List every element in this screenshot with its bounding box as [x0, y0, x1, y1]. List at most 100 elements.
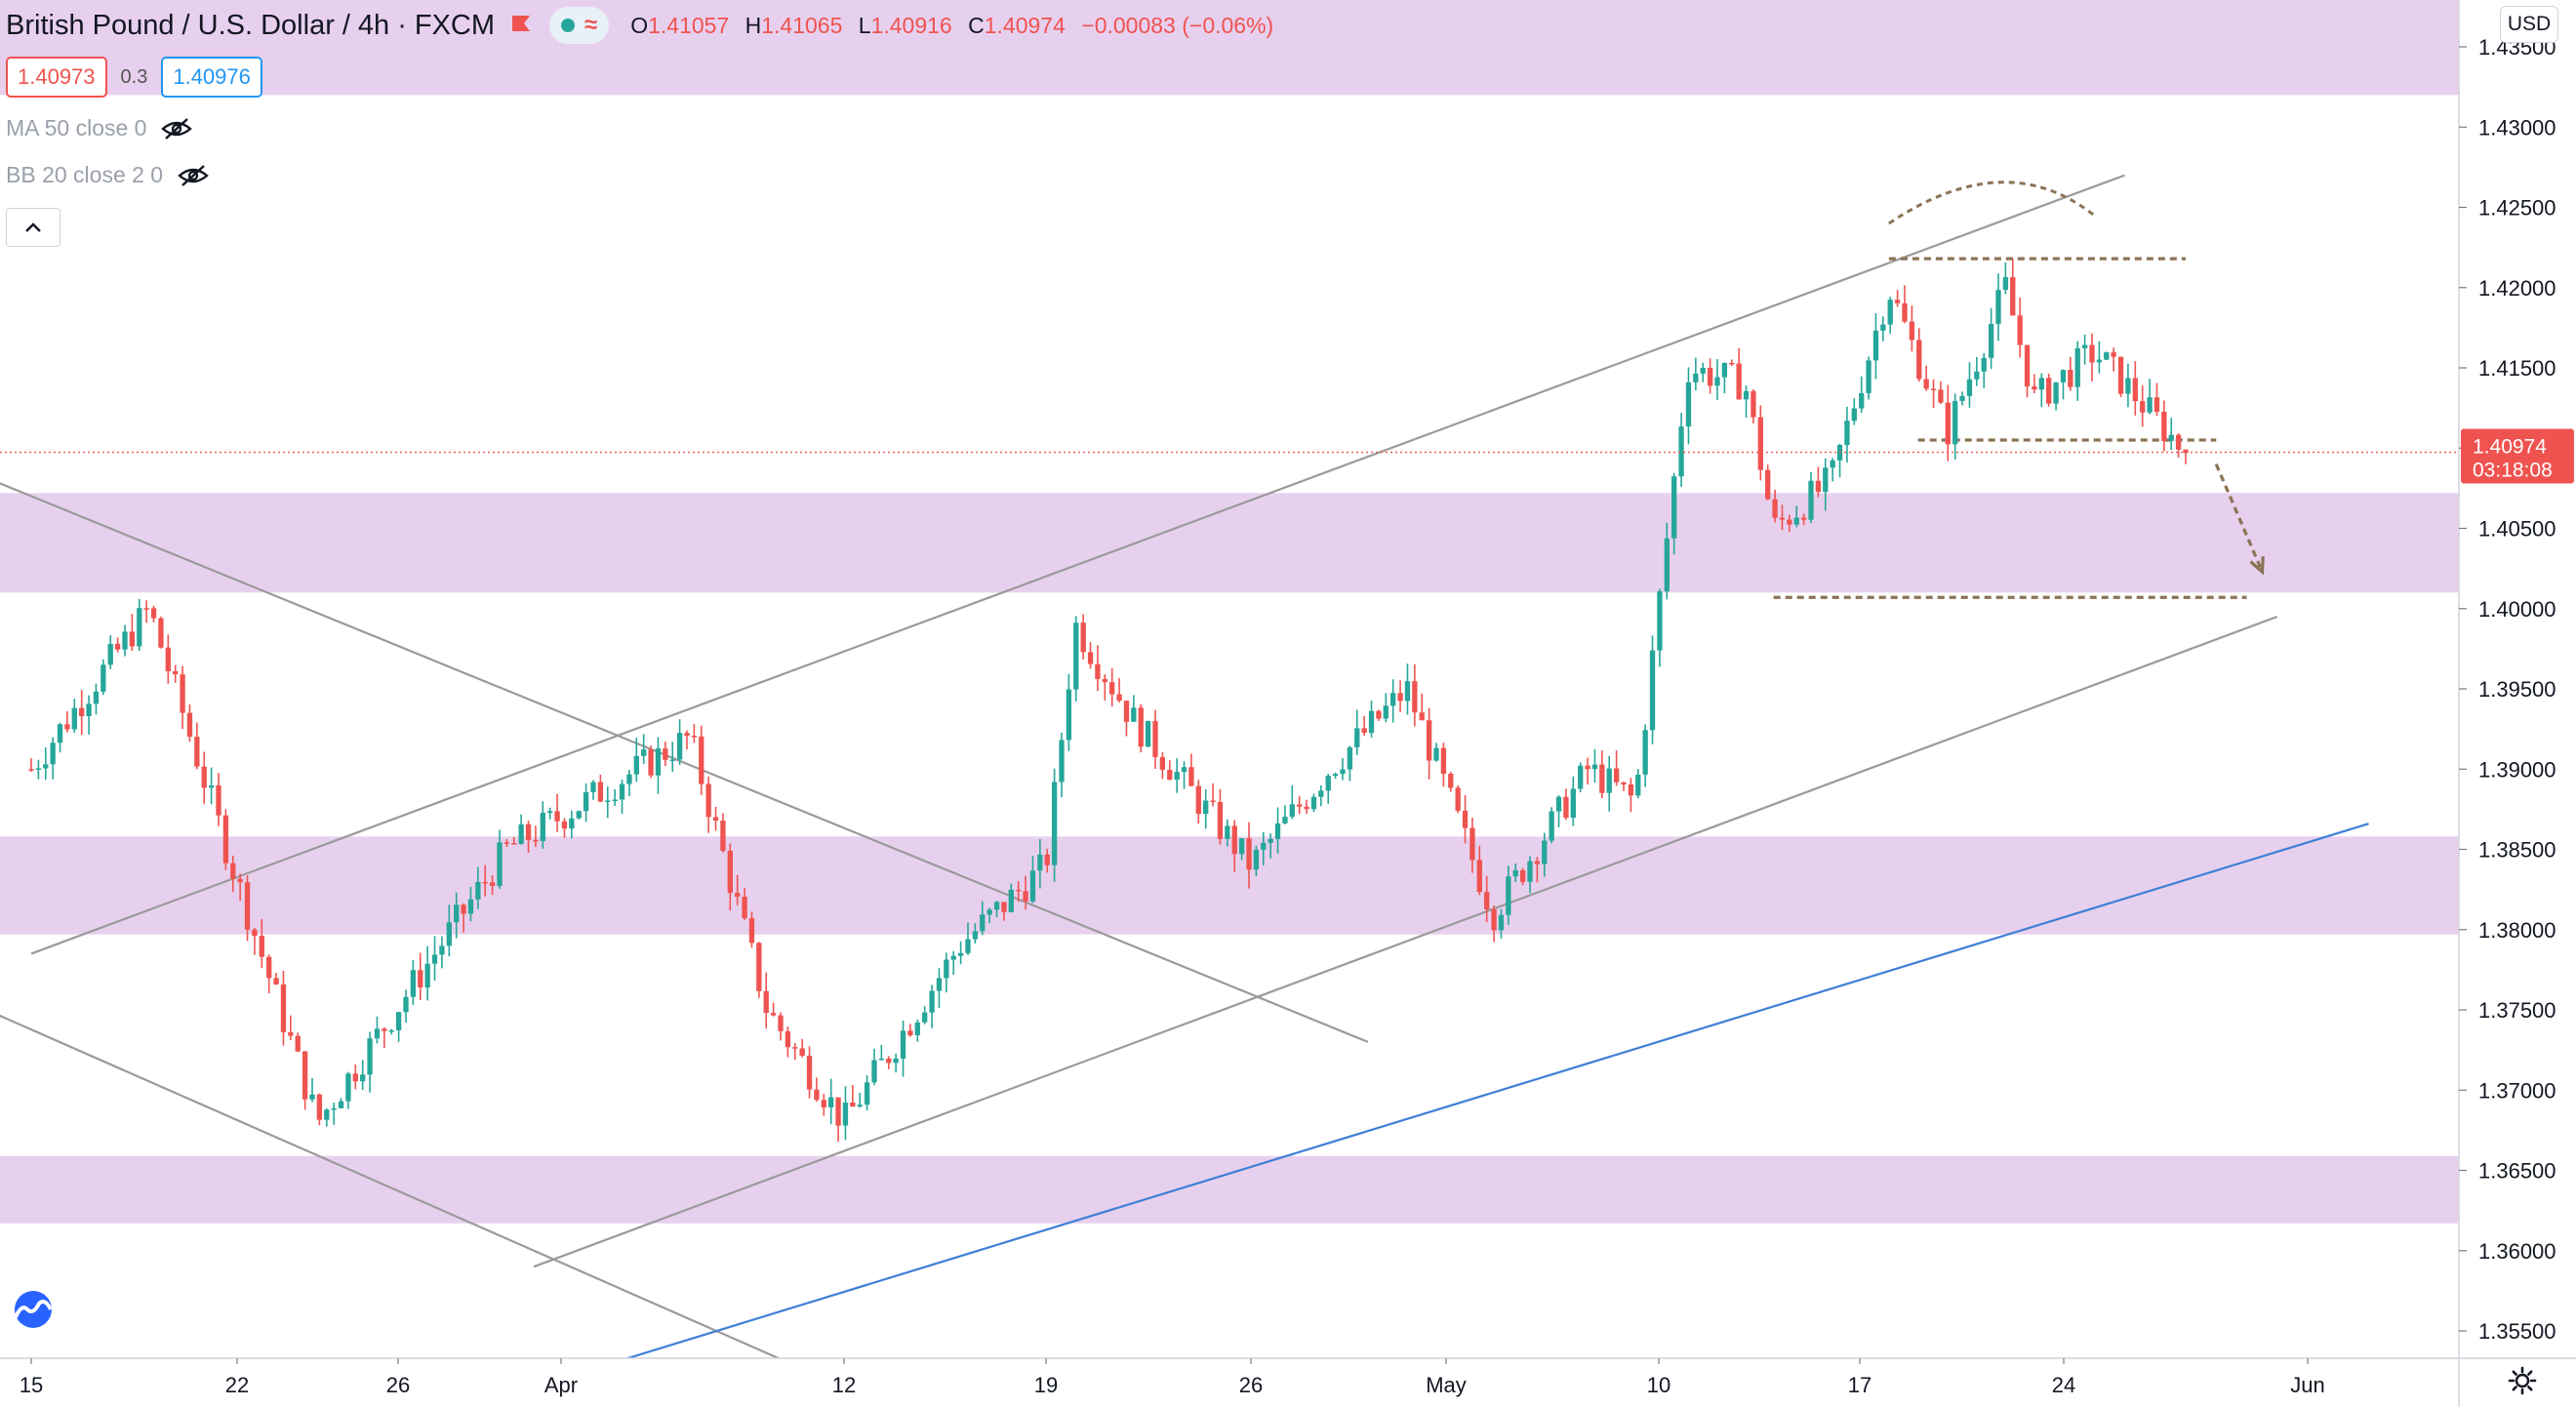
candle-156[interactable] [1152, 709, 1158, 769]
candle-52[interactable] [403, 989, 409, 1023]
candle-38[interactable] [302, 1051, 308, 1110]
candle-246[interactable] [1800, 513, 1807, 526]
candle-105[interactable] [785, 1026, 791, 1058]
candle-112[interactable] [835, 1097, 841, 1143]
sell-price-button[interactable]: 1.40973 [6, 57, 107, 98]
candle-290[interactable] [2117, 356, 2124, 397]
candle-244[interactable] [1787, 514, 1792, 532]
candle-283[interactable] [2068, 356, 2073, 391]
candle-88[interactable] [663, 742, 668, 767]
candle-148[interactable] [1095, 645, 1101, 692]
candle-216[interactable] [1585, 757, 1590, 785]
candle-286[interactable] [2089, 333, 2095, 382]
candle-80[interactable] [605, 786, 611, 819]
candle-182[interactable] [1340, 757, 1346, 781]
candle-186[interactable] [1368, 701, 1375, 738]
candle-77[interactable] [583, 783, 589, 823]
candle-61[interactable] [467, 886, 474, 922]
trendline-1[interactable] [533, 615, 2278, 1268]
candle-218[interactable] [1599, 750, 1605, 799]
candle-177[interactable] [1304, 799, 1309, 815]
candle-281[interactable] [2053, 382, 2059, 411]
candle-223[interactable] [1635, 769, 1641, 799]
candle-90[interactable] [676, 719, 683, 765]
candle-109[interactable] [814, 1077, 820, 1103]
candle-49[interactable] [382, 1026, 387, 1049]
candle-282[interactable] [2060, 369, 2067, 400]
candle-14[interactable] [129, 614, 136, 652]
candle-194[interactable] [1426, 707, 1432, 780]
candle-36[interactable] [288, 1015, 294, 1041]
candle-145[interactable] [1073, 616, 1079, 702]
candle-35[interactable] [280, 970, 287, 1046]
candle-238[interactable] [1743, 385, 1750, 419]
interval-label[interactable]: 4h [357, 9, 390, 41]
candle-280[interactable] [2046, 373, 2052, 407]
candle-279[interactable] [2038, 373, 2044, 408]
candle-254[interactable] [1859, 376, 1865, 413]
candle-123[interactable] [914, 1019, 920, 1042]
candle-118[interactable] [878, 1044, 885, 1061]
candle-128[interactable] [950, 950, 956, 975]
candle-210[interactable] [1542, 832, 1548, 877]
indicator-ma[interactable]: MA 50 close 0 [6, 115, 193, 141]
market-status-pill[interactable]: ≈ [549, 7, 610, 44]
candle-165[interactable] [1217, 788, 1224, 845]
candle-96[interactable] [720, 813, 726, 853]
candle-188[interactable] [1383, 693, 1389, 723]
candle-127[interactable] [944, 952, 949, 993]
candle-294[interactable] [2147, 379, 2153, 415]
candle-126[interactable] [936, 968, 943, 1009]
candle-75[interactable] [569, 810, 575, 839]
candle-68[interactable] [518, 814, 524, 845]
candle-211[interactable] [1549, 807, 1554, 844]
candle-259[interactable] [1894, 289, 1901, 307]
candle-214[interactable] [1570, 776, 1576, 826]
candle-261[interactable] [1909, 305, 1915, 352]
candle-199[interactable] [1462, 794, 1469, 844]
candle-272[interactable] [1988, 307, 1994, 370]
candle-175[interactable] [1289, 784, 1295, 820]
candle-249[interactable] [1823, 458, 1829, 511]
candle-161[interactable] [1188, 753, 1194, 786]
candle-106[interactable] [792, 1042, 798, 1061]
candle-59[interactable] [454, 892, 460, 939]
candle-71[interactable] [540, 801, 545, 849]
candle-67[interactable] [511, 836, 517, 845]
candle-132[interactable] [980, 901, 986, 936]
candle-87[interactable] [655, 737, 662, 794]
candle-47[interactable] [367, 1031, 373, 1093]
candle-107[interactable] [799, 1038, 805, 1058]
candle-183[interactable] [1347, 745, 1353, 782]
candle-189[interactable] [1390, 679, 1396, 723]
candle-217[interactable] [1591, 748, 1598, 783]
candle-179[interactable] [1318, 784, 1324, 807]
candle-222[interactable] [1628, 778, 1634, 813]
candle-135[interactable] [1001, 902, 1007, 921]
candle-242[interactable] [1772, 489, 1778, 523]
candle-236[interactable] [1729, 359, 1735, 366]
candle-133[interactable] [986, 907, 992, 924]
candle-43[interactable] [338, 1098, 344, 1108]
candle-120[interactable] [893, 1053, 899, 1073]
candle-117[interactable] [871, 1048, 877, 1086]
candle-13[interactable] [122, 624, 128, 657]
candle-250[interactable] [1830, 458, 1835, 482]
candle-201[interactable] [1476, 845, 1482, 896]
flag-icon[interactable] [508, 13, 534, 38]
candle-31[interactable] [252, 927, 258, 955]
candle-53[interactable] [410, 959, 417, 1006]
candle-131[interactable] [972, 923, 979, 944]
candle-40[interactable] [316, 1093, 323, 1126]
candle-154[interactable] [1138, 704, 1144, 753]
candle-114[interactable] [850, 1084, 856, 1107]
candle-119[interactable] [886, 1056, 892, 1069]
candle-257[interactable] [1880, 316, 1886, 342]
candle-180[interactable] [1325, 773, 1331, 804]
candle-224[interactable] [1642, 724, 1648, 787]
candle-32[interactable] [259, 918, 264, 969]
candle-213[interactable] [1563, 788, 1569, 821]
candle-26[interactable] [216, 773, 221, 826]
candle-89[interactable] [669, 742, 675, 773]
trendline-2[interactable] [0, 448, 1369, 1043]
